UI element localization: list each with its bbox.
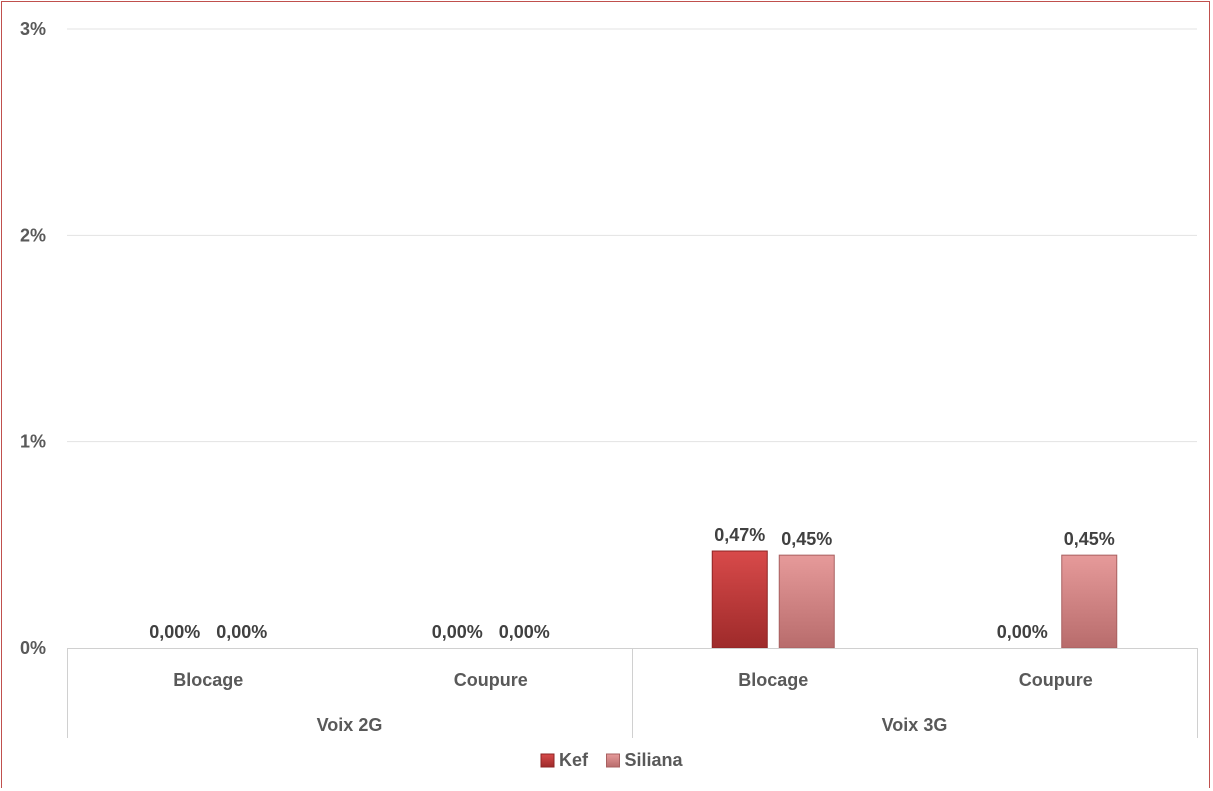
category-label: Blocage: [173, 670, 243, 690]
gridlines: [67, 28, 1197, 443]
y-tick-label: 1%: [20, 432, 46, 452]
data-label: 0,45%: [781, 529, 832, 549]
bar-siliana: [1061, 554, 1118, 649]
y-tick-label: 3%: [20, 19, 46, 39]
legend-swatch-siliana: [606, 753, 620, 768]
legend-label-kef: Kef: [559, 750, 589, 770]
data-labels: 0,00% 0,00% 0,00% 0,00% 0,47% 0,45% 0,00% 0,45%: [149, 525, 1115, 642]
data-label: 0,47%: [714, 525, 765, 545]
legend-swatch-kef: [540, 753, 555, 768]
bar-kef: [711, 550, 768, 649]
data-label: 0,45%: [1064, 529, 1115, 549]
category-label: Coupure: [1019, 670, 1093, 690]
data-label: 0,00%: [216, 622, 267, 642]
category-label: Coupure: [454, 670, 528, 690]
category-label: Blocage: [738, 670, 808, 690]
y-tick-label: 0%: [20, 638, 46, 658]
legend-label-siliana: Siliana: [625, 750, 684, 770]
bar-siliana: [778, 554, 835, 649]
y-tick-label: 2%: [20, 225, 46, 245]
group-label: Voix 3G: [882, 715, 948, 735]
bars: [711, 550, 1118, 649]
data-label: 0,00%: [997, 622, 1048, 642]
data-label: 0,00%: [149, 622, 200, 642]
y-axis-ticks: 0% 1% 2% 3%: [20, 19, 46, 658]
data-label: 0,00%: [499, 622, 550, 642]
data-label: 0,00%: [432, 622, 483, 642]
legend: Kef Siliana: [540, 750, 684, 770]
category-axis: Blocage Coupure Blocage Coupure Voix 2G Voix …: [67, 648, 1198, 738]
group-label: Voix 2G: [317, 715, 383, 735]
